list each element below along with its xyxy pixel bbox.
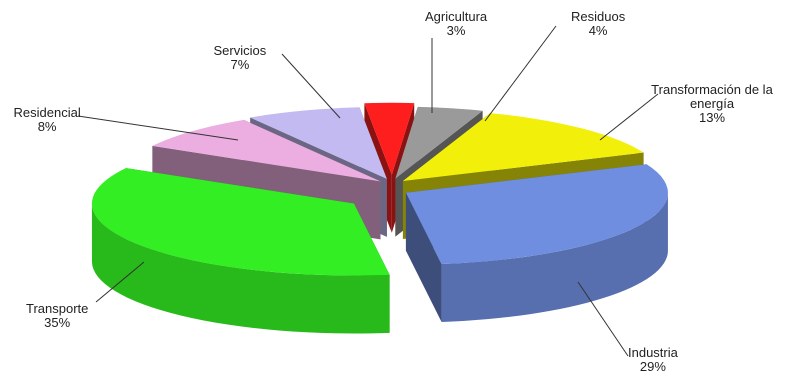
slice-label-name: Residuos: [571, 9, 626, 24]
leader-line: [577, 281, 629, 357]
slice-label-value: 4%: [588, 23, 608, 38]
leader-line: [281, 53, 341, 119]
slice-label-value: 29%: [639, 359, 666, 374]
slice-label-value: 7%: [230, 57, 250, 72]
slice-label-name: Transformación de la energía: [651, 82, 773, 111]
leader-line: [599, 93, 659, 141]
slice-label-name: Industria: [628, 345, 678, 360]
slice-wall: [405, 192, 442, 323]
slice-outer-wall: [441, 192, 668, 323]
slice-label-value: 8%: [37, 119, 57, 134]
slice-top: [91, 168, 390, 276]
slice-label-name: Transporte: [26, 301, 89, 316]
slice-label: Servicios 7%: [214, 44, 267, 72]
slice-label: Industria 29%: [628, 346, 678, 374]
pie-slice-industria: [405, 164, 668, 323]
slice-label: Agricultura 3%: [425, 10, 487, 38]
slice-label: Residencial 8%: [14, 106, 81, 134]
slice-label-value: 13%: [698, 110, 726, 125]
slice-label-name: Agricultura: [425, 9, 488, 24]
slice-top: [364, 102, 415, 175]
leader-line: [95, 261, 145, 303]
slice-label: Transformación de la energía 13%: [637, 83, 787, 125]
slice-top: [395, 106, 483, 179]
leader-line: [77, 115, 239, 141]
slice-label: Residuos 4%: [571, 10, 625, 38]
slice-label-value: 3%: [446, 23, 466, 38]
slice-top: [402, 113, 644, 181]
slice-top: [250, 107, 387, 179]
slice-top: [405, 164, 668, 265]
slice-label-value: 35%: [44, 315, 71, 330]
slice-label-name: Residencial: [13, 105, 81, 120]
leader-line: [484, 25, 557, 122]
pie-slice-transporte: [91, 168, 390, 334]
slice-label: Transporte 35%: [26, 302, 88, 330]
slice-label-name: Servicios: [213, 43, 267, 58]
slice-outer-wall: [91, 203, 390, 334]
